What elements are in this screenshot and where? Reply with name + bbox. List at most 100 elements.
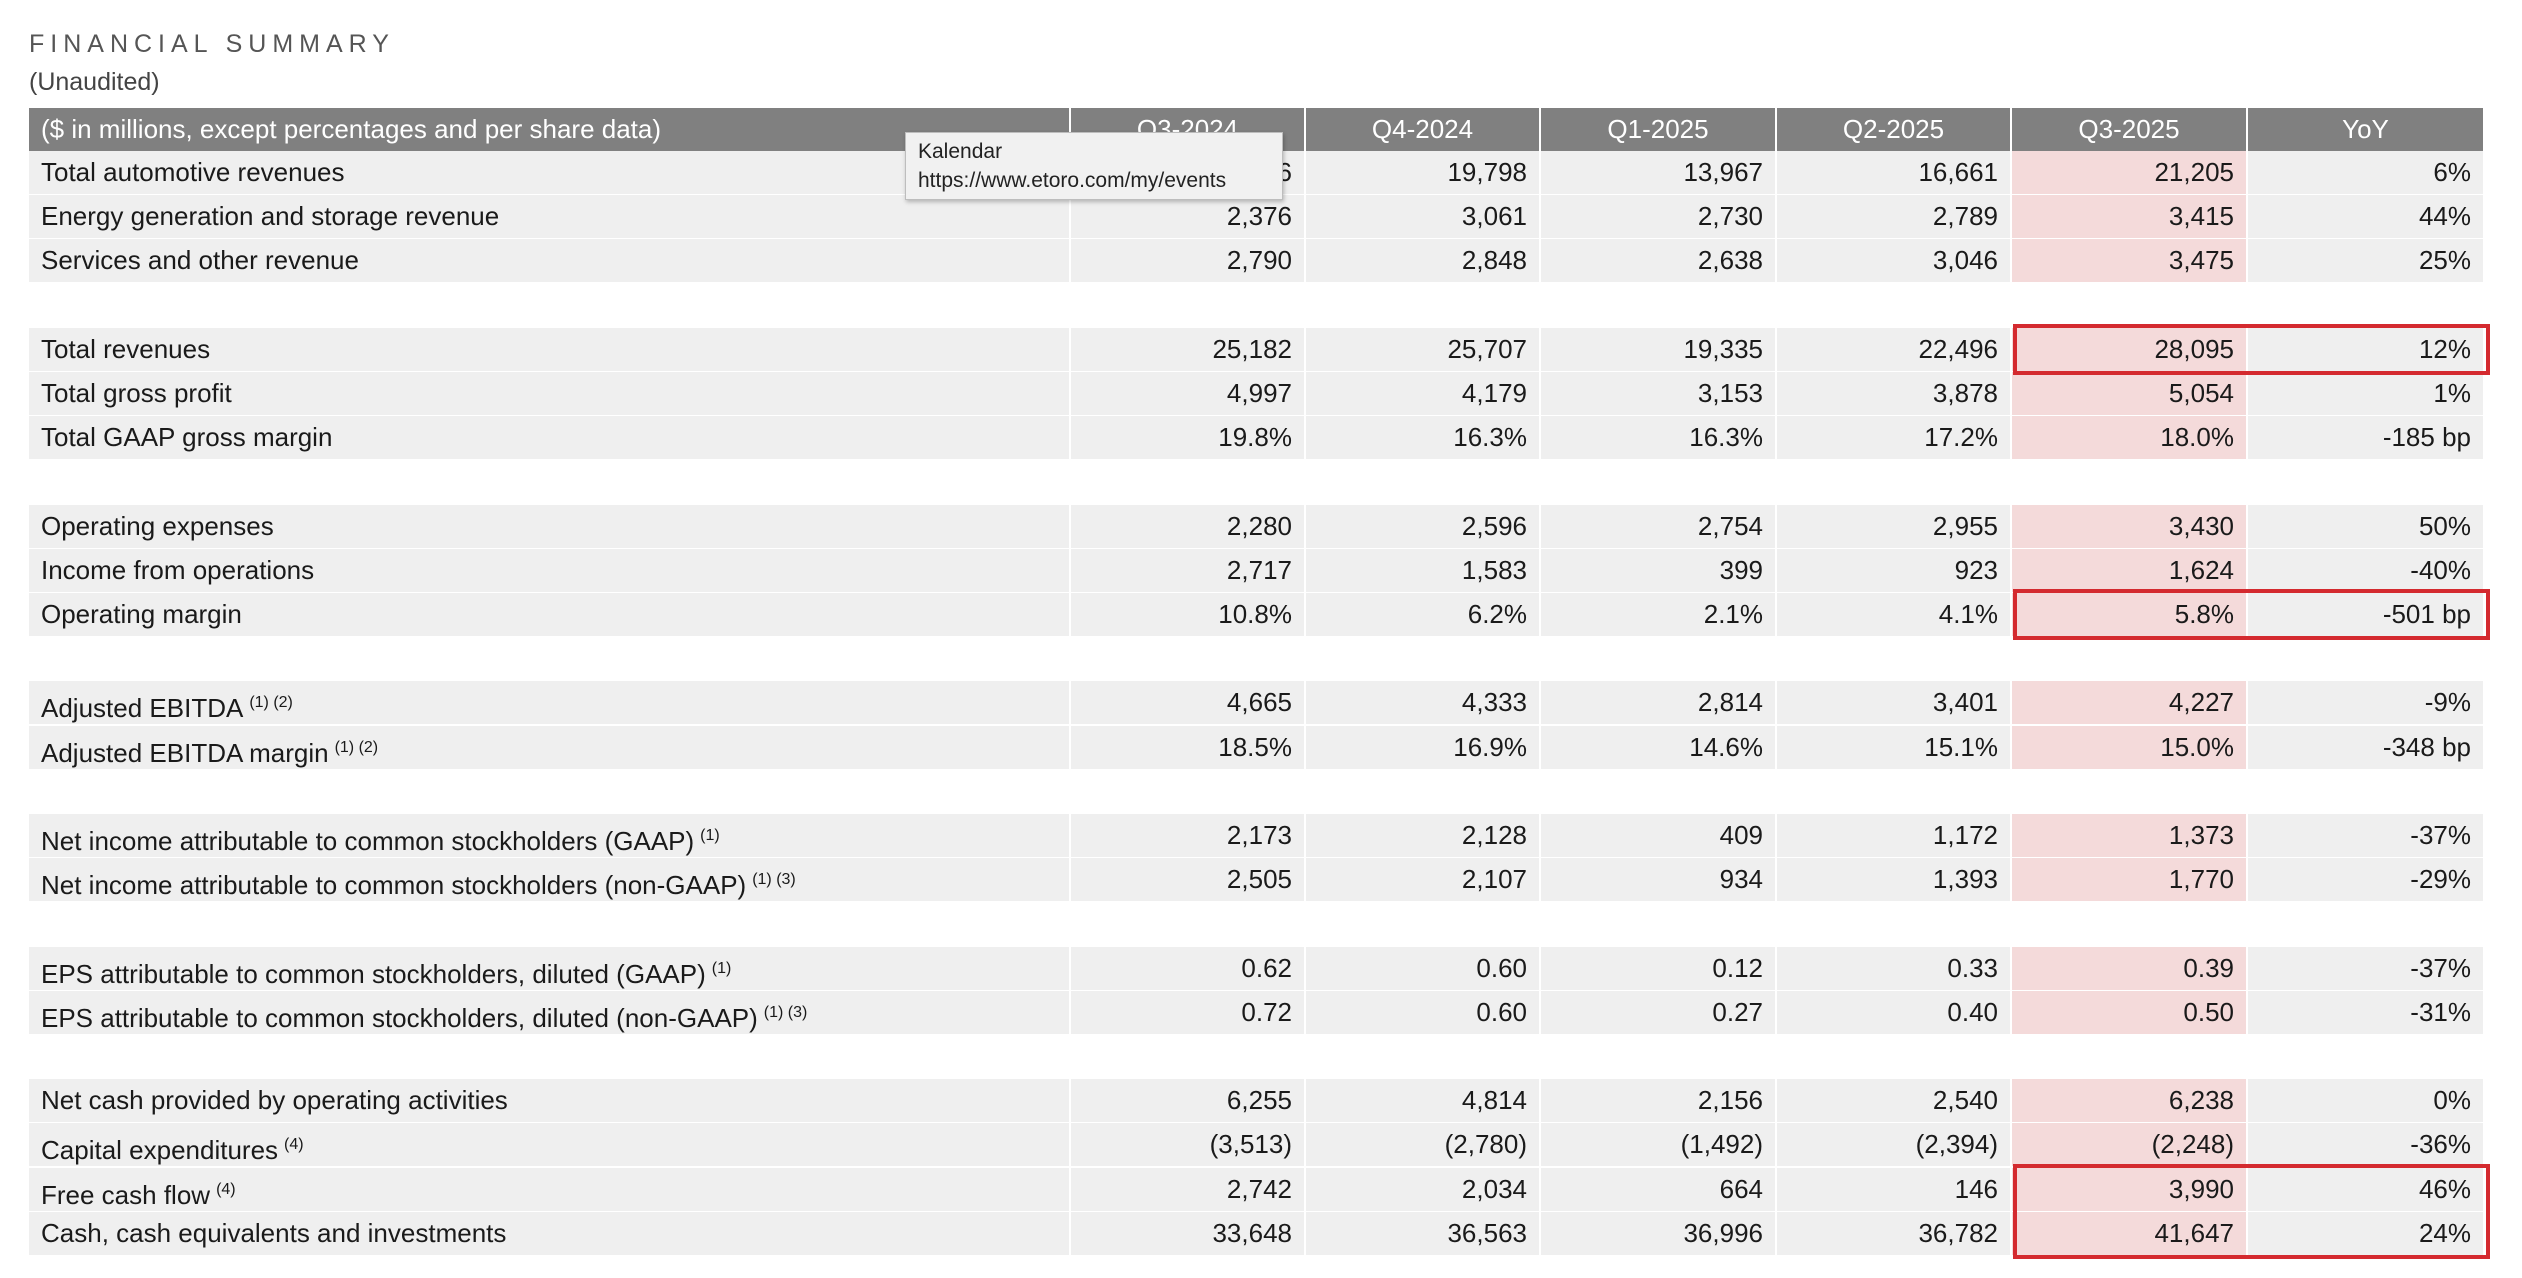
value-cell: 3,878	[1777, 372, 2010, 415]
label-text: Net income attributable to common stockh…	[41, 870, 747, 901]
value-cell: 1,770	[2012, 858, 2246, 902]
value-cell: 0.50	[2012, 990, 2246, 1034]
value-cell: 36,563	[1306, 1211, 1539, 1255]
label-text: EPS attributable to common stockholders,…	[41, 1002, 758, 1033]
value-cell: 36,996	[1541, 1211, 1775, 1255]
row-label: Total revenues	[29, 327, 1069, 371]
value-cell: 1,393	[1777, 858, 2010, 902]
row-label: Operating expenses	[29, 504, 1069, 548]
row-label: Net income attributable to common stockh…	[29, 858, 1069, 902]
value-cell: 14.6%	[1541, 725, 1775, 769]
value-cell: 923	[1777, 548, 2010, 592]
value-cell: 12%	[2248, 327, 2483, 371]
value-cell: 0.62	[1071, 946, 1304, 990]
value-cell: 2,505	[1071, 858, 1304, 902]
value-cell: 0.60	[1306, 946, 1539, 990]
value-cell: 0.12	[1541, 946, 1775, 990]
label-text: Total gross profit	[41, 378, 232, 408]
footnote-ref: (1) (2)	[249, 694, 293, 712]
value-cell: 6.2%	[1306, 593, 1539, 636]
label-text: Income from operations	[41, 554, 315, 585]
value-cell: 4.1%	[1777, 593, 2010, 636]
value-cell: 2,789	[1777, 195, 2010, 239]
footnote-ref: (4)	[216, 1180, 236, 1198]
value-cell: 0.27	[1541, 990, 1775, 1034]
value-cell: 2,754	[1541, 504, 1775, 548]
column-header: Q4-2024	[1306, 108, 1539, 151]
value-cell: 664	[1541, 1167, 1775, 1211]
value-cell: 24%	[2248, 1211, 2483, 1255]
value-cell: 3,153	[1541, 372, 1775, 415]
subtitle: (Unaudited)	[29, 68, 160, 96]
value-cell: 2,730	[1541, 195, 1775, 239]
value-cell: -40%	[2248, 548, 2483, 592]
label-text: Capital expenditures	[41, 1135, 279, 1166]
footnote-ref: (4)	[284, 1136, 304, 1154]
value-cell: 10.8%	[1071, 593, 1304, 636]
label-text: Operating margin	[41, 599, 242, 629]
value-cell: -9%	[2248, 681, 2483, 725]
value-cell: 15.0%	[2012, 725, 2246, 769]
row-label: Total gross profit	[29, 372, 1069, 415]
value-cell: (1,492)	[1541, 1123, 1775, 1167]
value-cell: 4,333	[1306, 681, 1539, 725]
value-cell: -37%	[2248, 814, 2483, 857]
value-cell: 3,046	[1777, 239, 2010, 283]
value-cell: -37%	[2248, 946, 2483, 990]
value-cell: 2.1%	[1541, 593, 1775, 636]
row-label: Net income attributable to common stockh…	[29, 814, 1069, 857]
value-cell: 3,415	[2012, 195, 2246, 239]
row-label: Total GAAP gross margin	[29, 416, 1069, 460]
column-header: YoY	[2248, 108, 2483, 151]
row-label: EPS attributable to common stockholders,…	[29, 990, 1069, 1034]
column-header: Q3-2025	[2012, 108, 2246, 151]
highlight-box	[2013, 323, 2490, 375]
value-cell: 4,814	[1306, 1079, 1539, 1123]
column-header: ($ in millions, except percentages and p…	[29, 108, 1069, 151]
row-label: Capital expenditures (4)	[29, 1123, 1069, 1167]
value-cell: 46%	[2248, 1167, 2483, 1211]
label-text: Total revenues	[41, 333, 211, 364]
title: FINANCIAL SUMMARY	[29, 30, 395, 58]
column-header: Q1-2025	[1541, 108, 1775, 151]
value-cell: -348 bp	[2248, 725, 2483, 769]
label-text: Operating expenses	[41, 510, 274, 541]
value-cell: 4,179	[1306, 372, 1539, 415]
row-label: Adjusted EBITDA (1) (2)	[29, 681, 1069, 725]
value-cell: 2,280	[1071, 504, 1304, 548]
value-cell: 2,638	[1541, 239, 1775, 283]
footnote-ref: (1) (3)	[763, 1003, 808, 1021]
footnote-ref: (1) (3)	[752, 871, 796, 889]
row-label: Operating margin	[29, 593, 1069, 636]
row-label: EPS attributable to common stockholders,…	[29, 946, 1069, 990]
value-cell: 2,848	[1306, 239, 1539, 283]
value-cell: 36,782	[1777, 1211, 2010, 1255]
value-cell: 33,648	[1071, 1211, 1304, 1255]
value-cell: 16.3%	[1306, 416, 1539, 460]
value-cell: 3,475	[2012, 239, 2246, 283]
value-cell: -29%	[2248, 858, 2483, 902]
value-cell: 5.8%	[2012, 593, 2246, 636]
row-label: Adjusted EBITDA margin (1) (2)	[29, 725, 1069, 769]
value-cell: 22,496	[1777, 327, 2010, 371]
value-cell: 1,373	[2012, 814, 2246, 857]
value-cell: 18.5%	[1071, 725, 1304, 769]
row-label: Total automotive revenues	[29, 151, 1069, 194]
footnote-ref: (1)	[711, 959, 732, 977]
value-cell: 17.2%	[1777, 416, 2010, 460]
tooltip-url: https://www.etoro.com/my/events	[918, 169, 1227, 192]
value-cell: 6,255	[1071, 1079, 1304, 1123]
value-cell: 13,967	[1541, 151, 1775, 194]
value-cell: 2,790	[1071, 239, 1304, 283]
label-text: EPS attributable to common stockholders,…	[41, 958, 706, 989]
label-text: Free cash flow	[41, 1179, 211, 1210]
label-text: Net cash provided by operating activitie…	[41, 1085, 508, 1116]
value-cell: 1,583	[1306, 548, 1539, 592]
value-cell: 1,172	[1777, 814, 2010, 857]
value-cell: (2,780)	[1306, 1123, 1539, 1167]
column-header: Q2-2025	[1777, 108, 2010, 151]
value-cell: 6%	[2248, 151, 2483, 194]
value-cell: 4,227	[2012, 681, 2246, 725]
value-cell: 2,128	[1306, 814, 1539, 857]
value-cell: 3,430	[2012, 504, 2246, 548]
